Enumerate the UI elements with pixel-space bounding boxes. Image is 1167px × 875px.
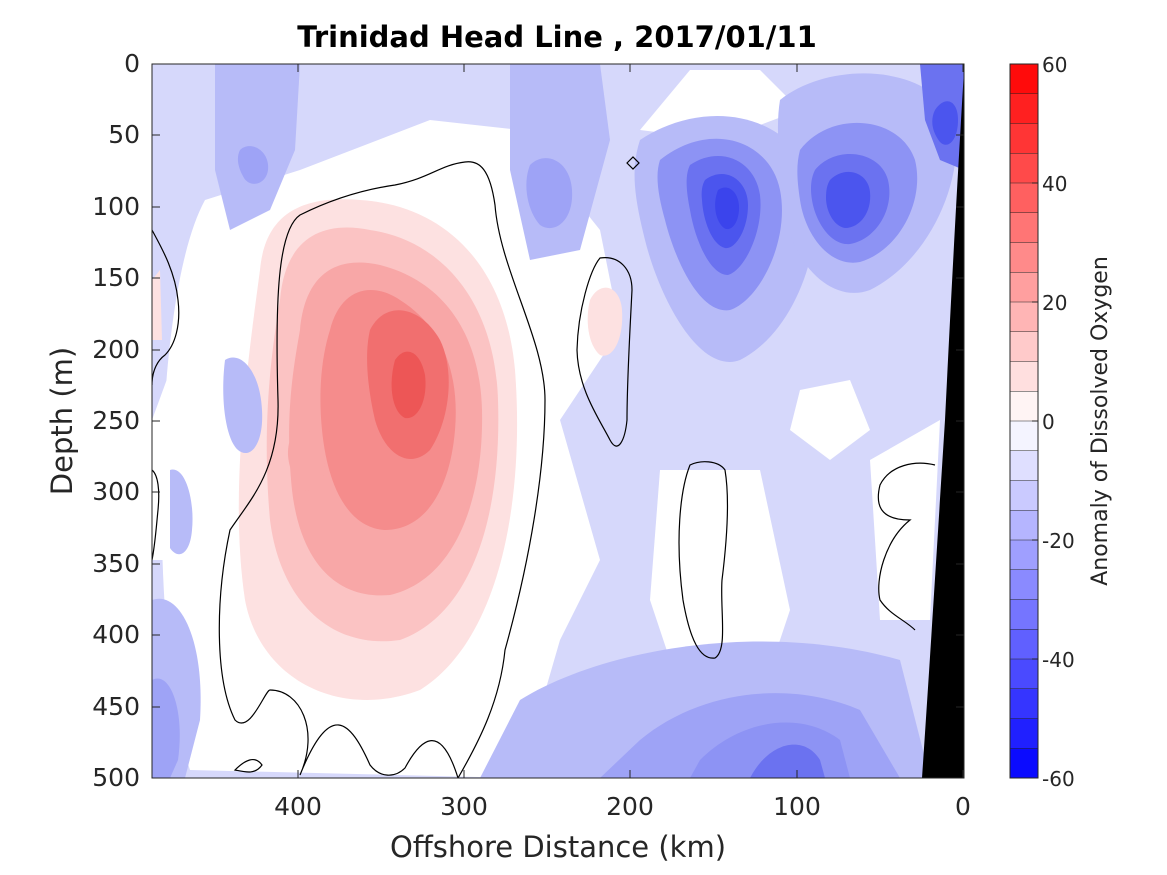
y-tick-200: 200 bbox=[92, 335, 964, 364]
x-axis: 400 300 200 100 0 bbox=[274, 64, 971, 821]
colorbar-ticks bbox=[1032, 63, 1038, 779]
colorbar-band bbox=[1010, 391, 1038, 422]
x-axis-title: Offshore Distance (km) bbox=[390, 830, 726, 864]
colorbar-band bbox=[1010, 361, 1038, 392]
near-zero-region bbox=[790, 380, 870, 460]
y-tick-500: 500 bbox=[92, 763, 964, 792]
chart-title: Trinidad Head Line , 2017/01/11 bbox=[297, 20, 817, 54]
colorbar-band bbox=[1010, 212, 1038, 243]
colorbar-tick-label: 60 bbox=[1042, 53, 1067, 77]
y-tick-label: 300 bbox=[92, 477, 140, 506]
x-tick-label: 300 bbox=[440, 792, 488, 821]
x-tick-100: 100 bbox=[773, 64, 821, 821]
colorbar-band bbox=[1010, 569, 1038, 600]
colorbar-band bbox=[1010, 93, 1038, 124]
colorbar-band bbox=[1010, 748, 1038, 779]
plot-area bbox=[151, 63, 965, 779]
colorbar-tick-label: 0 bbox=[1042, 410, 1055, 434]
colorbar-tick-label: 20 bbox=[1042, 291, 1067, 315]
x-tick-0: 0 bbox=[955, 64, 971, 821]
colorbar-tick-label: -40 bbox=[1042, 648, 1075, 672]
x-tick-300: 300 bbox=[440, 64, 488, 821]
colorbar-tick-label: -60 bbox=[1042, 767, 1075, 791]
colorbar-tick-label: -20 bbox=[1042, 529, 1075, 553]
y-tick-label: 200 bbox=[92, 335, 140, 364]
colorbar-title: Anomaly of Dissolved Oxygen bbox=[1088, 256, 1113, 586]
colorbar-band bbox=[1010, 688, 1038, 719]
y-tick-label: 0 bbox=[124, 49, 140, 78]
colorbar-band bbox=[1010, 64, 1038, 95]
anomaly-field bbox=[152, 64, 964, 778]
y-tick-100: 100 bbox=[92, 192, 964, 221]
y-tick-450: 450 bbox=[92, 692, 964, 721]
y-tick-label: 450 bbox=[92, 692, 140, 721]
y-tick-label: 100 bbox=[92, 192, 140, 221]
y-tick-label: 500 bbox=[92, 763, 140, 792]
zero-contour-line bbox=[877, 462, 936, 631]
x-tick-200: 200 bbox=[606, 64, 654, 821]
colorbar-band bbox=[1010, 480, 1038, 511]
y-tick-label: 250 bbox=[92, 406, 140, 435]
y-axis-title: Depth (m) bbox=[45, 347, 79, 495]
x-tick-label: 100 bbox=[773, 792, 821, 821]
bathymetry-mask bbox=[922, 70, 964, 778]
colorbar-band bbox=[1010, 540, 1038, 571]
y-tick-150: 150 bbox=[92, 263, 964, 292]
y-tick-label: 150 bbox=[92, 263, 140, 292]
positive-anomaly-core bbox=[152, 199, 623, 700]
zero-contour-line bbox=[678, 461, 729, 659]
near-zero-region bbox=[152, 330, 200, 560]
colorbar-band bbox=[1010, 242, 1038, 273]
zero-contour-line bbox=[152, 469, 160, 561]
colorbar-band bbox=[1010, 183, 1038, 214]
colorbar-band bbox=[1010, 421, 1038, 452]
colorbar-band bbox=[1010, 302, 1038, 333]
zero-contour-line bbox=[218, 161, 546, 778]
colorbar-band bbox=[1010, 272, 1038, 303]
y-tick-label: 400 bbox=[92, 620, 140, 649]
colorbar-band bbox=[1010, 450, 1038, 481]
colorbar-band bbox=[1010, 331, 1038, 362]
y-tick-label: 350 bbox=[92, 549, 140, 578]
colorbar-band bbox=[1010, 123, 1038, 154]
negative-anomaly-cores bbox=[152, 64, 964, 778]
colorbar-band bbox=[1010, 599, 1038, 630]
zero-contour-line bbox=[152, 229, 180, 386]
y-tick-label: 50 bbox=[108, 120, 140, 149]
zero-contour-line bbox=[233, 758, 263, 773]
colorbar: 60 40 20 0 -20 -40 -60 Anomaly of Dissol… bbox=[1009, 53, 1113, 791]
colorbar-bands bbox=[1010, 63, 1038, 779]
x-tick-label: 200 bbox=[606, 792, 654, 821]
y-tick-50: 50 bbox=[108, 120, 964, 149]
zero-contours bbox=[152, 156, 936, 778]
y-tick-250: 250 bbox=[92, 406, 964, 435]
y-axis: 0 50 100 150 200 250 300 350 400 450 500 bbox=[92, 49, 964, 792]
y-tick-350: 350 bbox=[92, 549, 964, 578]
y-tick-300: 300 bbox=[92, 477, 964, 506]
x-tick-400: 400 bbox=[274, 64, 322, 821]
colorbar-band bbox=[1010, 659, 1038, 690]
colorbar-band bbox=[1010, 510, 1038, 541]
x-tick-label: 400 bbox=[274, 792, 322, 821]
colorbar-tick-label: 40 bbox=[1042, 172, 1067, 196]
zero-contour-line bbox=[626, 156, 640, 170]
colorbar-band bbox=[1010, 153, 1038, 184]
colorbar-band bbox=[1010, 718, 1038, 749]
y-tick-400: 400 bbox=[92, 620, 964, 649]
zero-contour-line bbox=[576, 257, 633, 447]
colorbar-band bbox=[1010, 629, 1038, 660]
x-tick-label: 0 bbox=[955, 792, 971, 821]
